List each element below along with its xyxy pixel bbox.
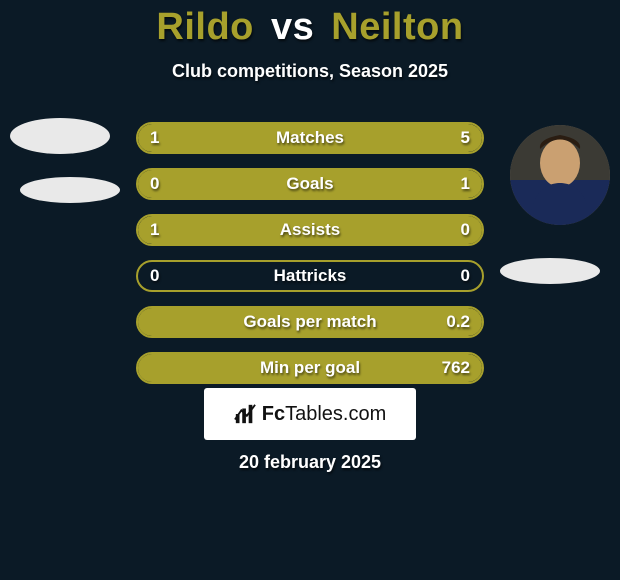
subtitle: Club competitions, Season 2025 — [0, 61, 620, 82]
infographic-canvas: Rildo vs Neilton Club competitions, Seas… — [0, 0, 620, 580]
stat-label: Min per goal — [138, 354, 482, 382]
stat-label: Assists — [138, 216, 482, 244]
stat-row: 762Min per goal — [136, 352, 484, 384]
vs-text: vs — [265, 6, 320, 48]
player2-avatar — [510, 125, 610, 225]
branding-main: Tables — [285, 403, 343, 426]
branding-prefix: Fc — [262, 403, 285, 426]
player1-shadow — [20, 177, 120, 203]
stat-row: 0.2Goals per match — [136, 306, 484, 338]
date-text: 20 february 2025 — [0, 452, 620, 473]
stat-row: 10Assists — [136, 214, 484, 246]
stats-bars: 15Matches 01Goals 10Assists 00Hattricks 0.2G… — [136, 122, 484, 398]
chart-icon — [234, 403, 256, 425]
branding-badge: FcTables.com — [204, 388, 416, 440]
stat-label: Matches — [138, 124, 482, 152]
branding-suffix: .com — [343, 403, 386, 426]
player2-shadow — [500, 258, 600, 284]
stat-label: Goals — [138, 170, 482, 198]
stat-row: 01Goals — [136, 168, 484, 200]
stat-label: Goals per match — [138, 308, 482, 336]
player1-avatar-placeholder — [10, 118, 110, 154]
stat-label: Hattricks — [138, 262, 482, 290]
player2-avatar-icon — [510, 125, 610, 225]
stat-row: 00Hattricks — [136, 260, 484, 292]
player2-name: Neilton — [331, 6, 463, 48]
stat-row: 15Matches — [136, 122, 484, 154]
player1-name: Rildo — [156, 6, 253, 48]
page-title: Rildo vs Neilton — [0, 0, 620, 49]
